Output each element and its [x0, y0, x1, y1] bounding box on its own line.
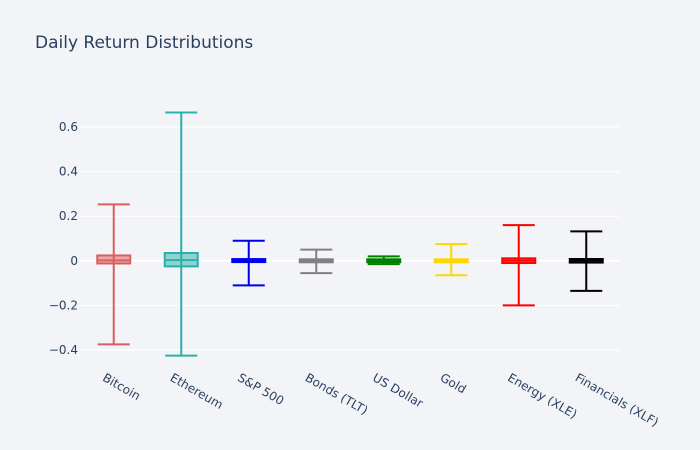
y-tick-label: −0.2 — [49, 298, 78, 312]
x-tick-label-s-p-500: S&P 500 — [235, 370, 286, 408]
x-tick-label-bitcoin: Bitcoin — [100, 370, 143, 403]
chart-title: Daily Return Distributions — [35, 33, 254, 53]
x-tick-label-energy-xle: Energy (XLE) — [505, 370, 579, 421]
y-tick-label: 0 — [70, 254, 78, 268]
y-tick-label: −0.4 — [49, 343, 78, 357]
x-tick-label-gold: Gold — [438, 370, 469, 396]
y-tick-label: 0.4 — [59, 165, 78, 179]
y-tick-label: 0.6 — [59, 120, 78, 134]
y-tick-label: 0.2 — [59, 209, 78, 223]
x-tick-label-ethereum: Ethereum — [168, 370, 226, 411]
x-tick-label-financials-xlf: Financials (XLF) — [573, 370, 661, 429]
x-tick-label-bonds-tlt: Bonds (TLT) — [303, 370, 371, 417]
x-tick-label-us-dollar: US Dollar — [370, 370, 425, 410]
